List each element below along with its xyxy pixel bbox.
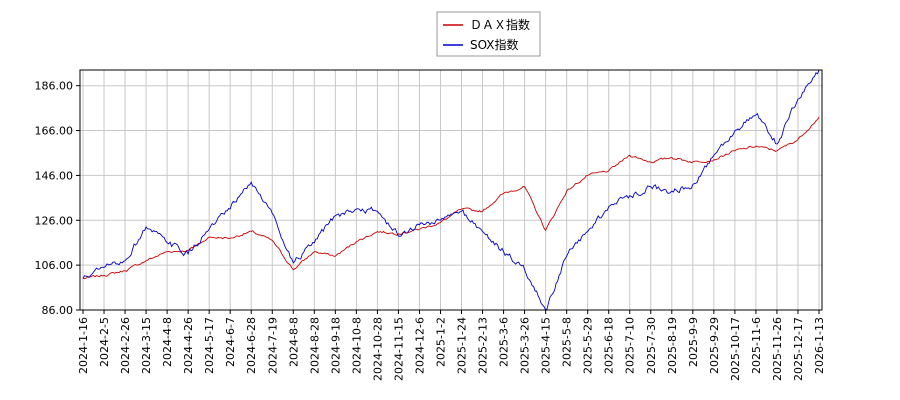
x-tick-label: 2025-4-15 (540, 317, 553, 374)
x-tick-label: 2024-10-28 (371, 317, 384, 381)
x-tick-label: 2025-1-24 (456, 317, 469, 374)
x-tick-label: 2024-6-28 (245, 317, 258, 374)
series-line-sox (82, 69, 820, 311)
y-tick-label: 186.00 (35, 80, 74, 93)
x-tick-label: 2024-12-6 (413, 317, 426, 374)
x-tick-label: 2024-2-26 (119, 317, 132, 374)
x-tick-label: 2024-5-17 (203, 317, 216, 374)
series-lines (82, 69, 820, 311)
y-tick-label: 126.00 (35, 214, 74, 227)
x-tick-label: 2025-7-30 (645, 317, 658, 374)
x-tick-label: 2024-9-18 (329, 317, 342, 374)
x-tick-label: 2024-6-7 (224, 317, 237, 367)
x-tick-label: 2025-9-29 (708, 317, 721, 374)
x-tick-label: 2024-1-16 (77, 317, 90, 374)
x-tick-label: 2025-5-8 (561, 317, 574, 367)
x-tick-label: 2025-12-17 (792, 317, 805, 381)
x-tick-label: 2025-7-10 (624, 317, 637, 374)
y-tick-label: 86.00 (42, 304, 74, 317)
x-tick-label: 2024-8-8 (287, 317, 300, 367)
x-tick-label: 2024-4-26 (182, 317, 195, 374)
legend: ＤＡＸ指数 SOX指数 (436, 11, 541, 57)
y-axis: 86.00 106.00 126.00 146.00 166.00 186.00 (35, 80, 80, 317)
x-tick-label: 2025-11-26 (771, 317, 784, 381)
x-tick-label: 2025-11-6 (750, 317, 763, 374)
x-tick-label: 2024-2-5 (98, 317, 111, 367)
x-tick-label: 2025-9-9 (687, 317, 700, 367)
x-tick-label: 2025-3-26 (519, 317, 532, 374)
legend-label-dax: ＤＡＸ指数 (470, 17, 530, 32)
series-line-dax (82, 116, 820, 280)
x-axis: 2024-1-16 2024-2-5 2024-2-26 2024-3-15 2024-… (77, 310, 826, 381)
x-tick-label: 2024-4-8 (161, 317, 174, 367)
grid (80, 70, 822, 311)
x-tick-label: 2025-2-13 (477, 317, 490, 374)
x-tick-label: 2024-11-15 (392, 317, 405, 381)
x-tick-label: 2024-8-28 (308, 317, 321, 374)
y-tick-label: 166.00 (35, 125, 74, 138)
x-tick-label: 2024-7-19 (266, 317, 279, 374)
x-tick-label: 2025-10-17 (729, 317, 742, 381)
y-tick-label: 146.00 (35, 169, 74, 182)
y-tick-label: 106.00 (35, 259, 74, 272)
x-tick-label: 2025-3-6 (498, 317, 511, 367)
x-tick-label: 2025-8-19 (666, 317, 679, 374)
x-tick-label: 2025-5-29 (582, 317, 595, 374)
x-tick-label: 2025-1-2 (434, 317, 447, 367)
x-tick-label: 2024-3-15 (140, 317, 153, 374)
plot-frame (79, 69, 823, 311)
legend-box (436, 11, 541, 57)
legend-label-sox: SOX指数 (470, 37, 519, 52)
x-tick-label: 2026-1-13 (813, 317, 826, 374)
x-tick-label: 2024-10-8 (350, 317, 363, 374)
x-tick-label: 2025-6-18 (603, 317, 616, 374)
